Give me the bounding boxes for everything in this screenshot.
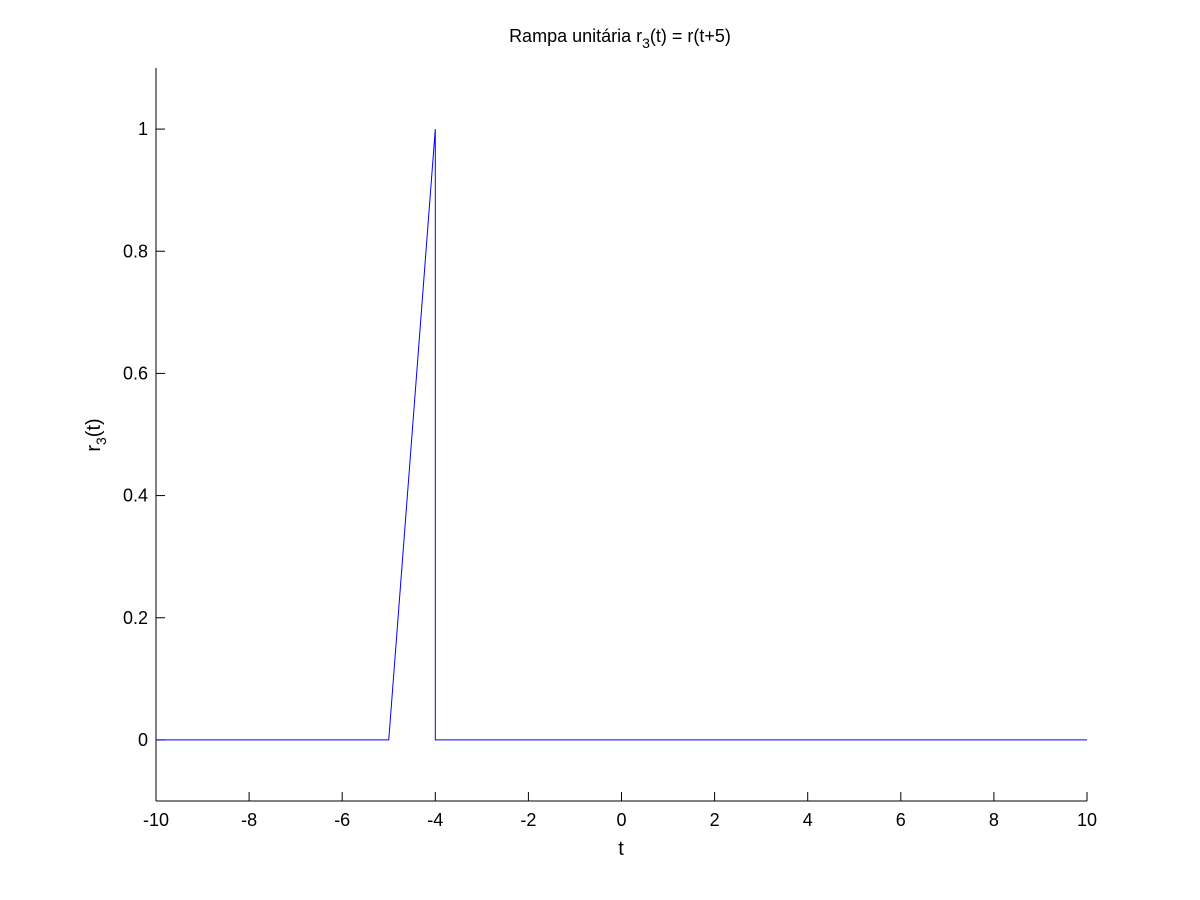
x-tick-label: 4 xyxy=(803,810,813,830)
x-tick-label: 2 xyxy=(710,810,720,830)
y-axis-label: r3(t) xyxy=(83,418,109,451)
x-tick-label: 6 xyxy=(896,810,906,830)
x-tick-label: -8 xyxy=(241,810,257,830)
x-tick-label: -6 xyxy=(334,810,350,830)
x-tick-label: 10 xyxy=(1077,810,1097,830)
x-tick-label: 8 xyxy=(989,810,999,830)
y-tick-label: 0.2 xyxy=(123,608,148,628)
y-axis-ticks: 0 0.2 0.4 0.6 0.8 1 xyxy=(123,119,165,750)
y-tick-label: 0.4 xyxy=(123,486,148,506)
series-layer xyxy=(156,129,1087,741)
y-tick-label: 0.8 xyxy=(123,241,148,261)
x-tick-label: -4 xyxy=(427,810,443,830)
x-axis-ticks: -10 -8 -6 -4 -2 0 2 4 6 8 10 xyxy=(143,792,1097,830)
chart-title: Rampa unitária r3(t) = r(t+5) xyxy=(509,26,731,51)
series-line xyxy=(156,129,1087,741)
y-tick-label: 1 xyxy=(138,119,148,139)
y-tick-label: 0.6 xyxy=(123,363,148,383)
x-tick-label: 0 xyxy=(616,810,626,830)
x-axis-label: t xyxy=(618,838,624,860)
x-tick-label: -10 xyxy=(143,810,169,830)
y-tick-label: 0 xyxy=(138,730,148,750)
x-tick-label: -2 xyxy=(520,810,536,830)
